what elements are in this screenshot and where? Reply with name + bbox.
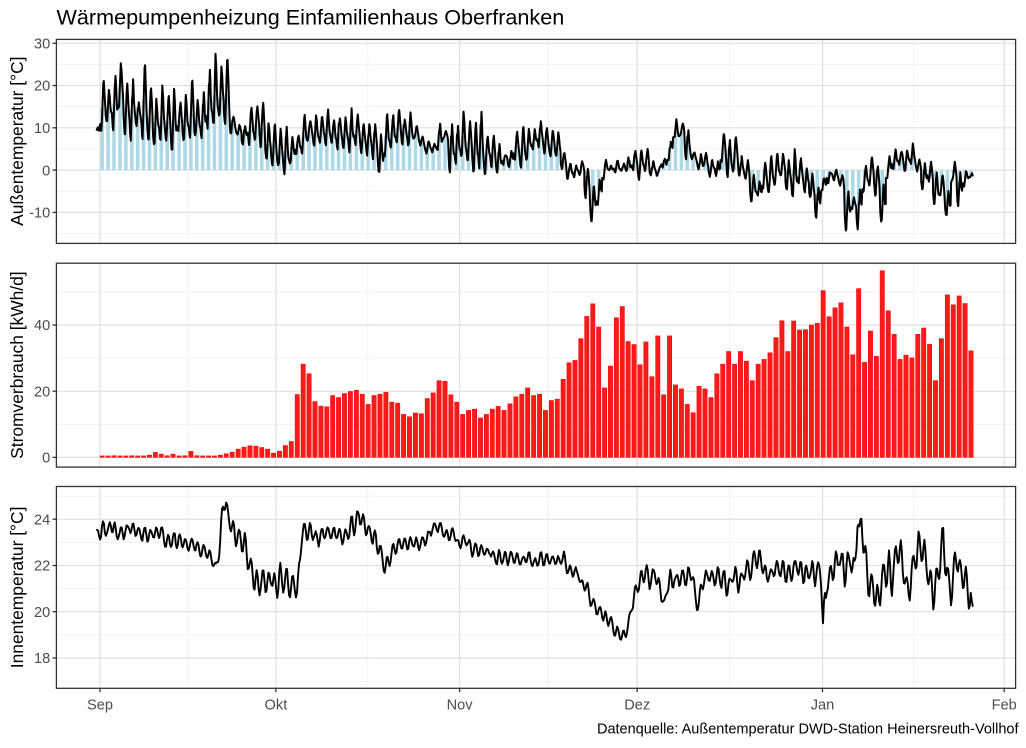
svg-text:40: 40 [34, 318, 50, 334]
svg-text:0: 0 [42, 163, 50, 179]
svg-text:Datenquelle: Außentemperatur D: Datenquelle: Außentemperatur DWD-Station… [597, 722, 1019, 738]
svg-text:10: 10 [34, 121, 50, 137]
svg-text:Feb: Feb [992, 698, 1017, 714]
svg-text:Wärmepumpenheizung Einfamilien: Wärmepumpenheizung Einfamilienhaus Oberf… [57, 5, 565, 30]
svg-text:Innentemperatur [°C]: Innentemperatur [°C] [7, 507, 27, 669]
svg-text:-10: -10 [29, 206, 50, 222]
svg-text:Außentemperatur [°C]: Außentemperatur [°C] [7, 57, 27, 226]
svg-text:Stromverbrauch [kWh/d]: Stromverbrauch [kWh/d] [7, 271, 27, 459]
svg-text:30: 30 [34, 36, 50, 52]
svg-text:0: 0 [42, 451, 50, 467]
svg-text:Dez: Dez [624, 698, 650, 714]
svg-text:20: 20 [34, 605, 50, 621]
svg-text:Okt: Okt [265, 698, 288, 714]
svg-text:18: 18 [34, 651, 50, 667]
svg-text:Sep: Sep [87, 698, 113, 714]
svg-text:Nov: Nov [447, 698, 474, 714]
svg-text:24: 24 [34, 512, 50, 528]
svg-text:22: 22 [34, 559, 50, 575]
svg-text:20: 20 [34, 384, 50, 400]
svg-text:Jan: Jan [811, 698, 835, 714]
svg-text:20: 20 [34, 79, 50, 95]
